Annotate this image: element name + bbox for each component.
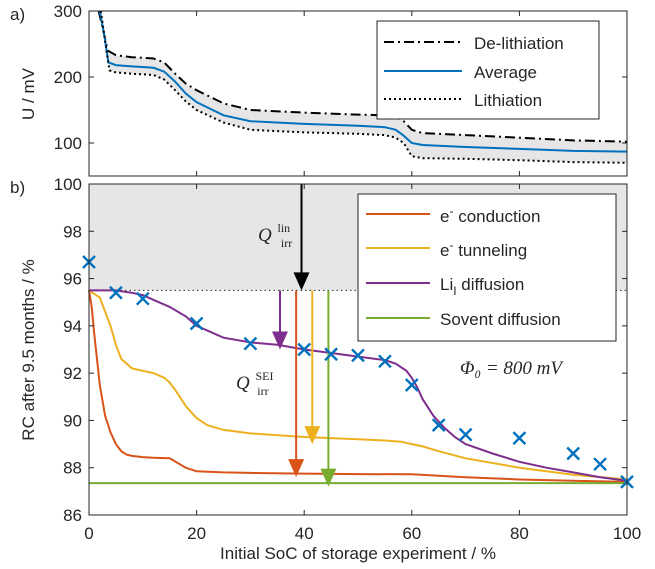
panel-a-legend: De-lithiation Average Lithiation	[376, 20, 600, 120]
panel-b-x-tick-label: 0	[84, 524, 93, 543]
panel-b-legend: e- conduction e- tunneling LiI diffusion…	[357, 193, 617, 342]
legend-e-conduction-rest: conduction	[453, 207, 540, 226]
legend-li-diffusion-rest: diffusion	[457, 275, 525, 294]
panel-b-y-tick-label: 98	[63, 222, 82, 241]
arrow-head-3	[304, 426, 321, 445]
q-lin-annotation: Q lin irr	[258, 216, 295, 250]
measured-point	[109, 285, 123, 300]
panel-b-y-tick-label: 88	[63, 459, 82, 478]
arrow-head-0	[293, 272, 310, 291]
legend-de-lithiation-label: De-lithiation	[474, 34, 564, 53]
legend-solvent-diffusion-label: Sovent diffusion	[440, 310, 561, 329]
voltage-hysteresis-band	[98, 11, 627, 163]
panel-b-y-tick-label: 86	[63, 506, 82, 525]
q-lin-symbol: Q	[258, 225, 272, 246]
measured-points	[82, 255, 634, 489]
legend-e-tunneling-rest: tunneling	[453, 241, 527, 260]
panel-b: 86 88 90 92 94 96 98 100 0 20 40 60 80 100 b) RC afte…	[10, 175, 641, 563]
measured-point	[593, 457, 607, 472]
panel-b-axes-box	[88, 183, 628, 516]
measured-point	[351, 348, 365, 363]
panel-a-y-tick-label: 300	[54, 2, 82, 21]
measured-point	[512, 431, 527, 446]
panel-b-y-tick-label: 90	[63, 411, 82, 430]
q-sei-symbol: Q	[236, 373, 250, 394]
panel-a-y-tick-label: 100	[54, 134, 82, 153]
arrow-head-4	[320, 468, 337, 487]
legend-e-tunneling-sup: -	[449, 238, 453, 252]
legend-e-tunneling-label: e- tunneling	[440, 238, 527, 260]
panel-a-ticks: 100 200 300	[54, 2, 628, 176]
q-sei-subscript: irr	[257, 384, 268, 398]
panel-a-label: a)	[10, 5, 25, 24]
panel-b-arrows	[271, 184, 337, 487]
panel-b-y-tick-label: 96	[63, 270, 82, 289]
panel-b-x-tick-label: 80	[510, 524, 529, 543]
x-axis-label: Initial SoC of storage experiment / %	[220, 544, 496, 563]
panel-b-ticks: 86 88 90 92 94 96 98 100 0 20 40 60 80 100	[54, 175, 642, 543]
q-sei-annotation: Q SEI irr	[236, 364, 278, 398]
measured-point	[378, 354, 392, 369]
panel-b-y-axis-label: RC after 9.5 months / %	[19, 259, 38, 440]
series-line-average	[98, 10, 628, 153]
legend-e-conduction-base: e	[440, 207, 449, 226]
measured-point	[566, 446, 581, 461]
measured-point	[135, 291, 150, 306]
arrow-head-2	[288, 459, 305, 478]
q-sei-superscript: SEI	[255, 369, 273, 383]
series-line-de-lithiation	[97, 10, 628, 143]
legend-lithiation-label: Lithiation	[474, 91, 542, 110]
measured-point	[458, 427, 473, 442]
measured-point	[297, 342, 312, 357]
panel-b-y-tick-label: 94	[63, 317, 82, 336]
measured-point	[431, 418, 446, 433]
arrow-head-1	[271, 331, 288, 350]
panel-b-legend-box	[357, 193, 617, 342]
legend-e-conduction-sup: -	[449, 204, 453, 218]
legend-average-label: Average	[474, 63, 537, 82]
measured-point	[324, 347, 338, 362]
panel-b-y-tick-label: 92	[63, 364, 82, 383]
panel-b-x-tick-label: 100	[613, 524, 641, 543]
measured-point	[243, 336, 258, 351]
measured-point	[404, 378, 419, 392]
legend-li-diffusion-base: Li	[440, 275, 453, 294]
q-lin-superscript: lin	[277, 221, 290, 235]
panel-a: 100 200 300 a) U / mV De-lithiation Averag…	[10, 2, 628, 177]
panel-a-series	[97, 10, 628, 164]
panel-b-y-tick-label: 100	[54, 175, 82, 194]
legend-e-conduction-label: e- conduction	[440, 204, 540, 226]
panel-b-x-tick-label: 20	[187, 524, 206, 543]
q-lin-subscript: irr	[281, 236, 292, 250]
panel-a-axes-box	[88, 10, 628, 177]
panel-b-label: b)	[10, 178, 25, 197]
legend-e-tunneling-base: e	[440, 241, 449, 260]
panel-a-y-tick-label: 200	[54, 68, 82, 87]
series-line-e-conduction	[88, 290, 628, 483]
legend-li-diffusion-label: LiI diffusion	[440, 275, 524, 298]
legend-li-diffusion-sub: I	[453, 284, 456, 298]
panel-a-y-axis-label: U / mV	[19, 67, 38, 120]
measured-point	[189, 316, 204, 331]
panel-b-x-tick-label: 60	[402, 524, 421, 543]
phi-annotation: Φ₀ = 800 mV	[460, 358, 564, 379]
panel-b-x-tick-label: 40	[295, 524, 314, 543]
series-line-e-tunneling	[88, 289, 628, 481]
